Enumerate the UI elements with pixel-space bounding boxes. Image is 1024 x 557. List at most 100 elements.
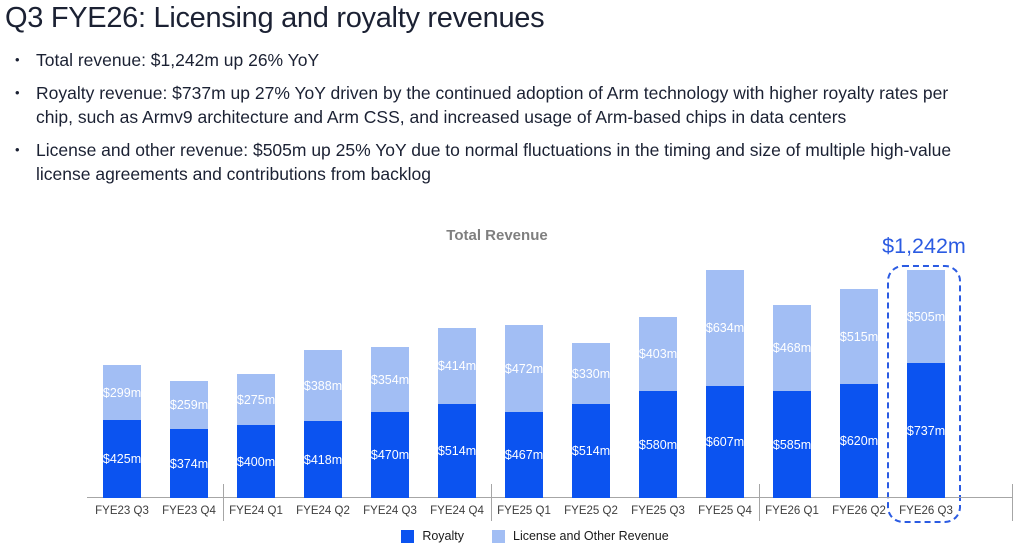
license-segment-value-label: $403m: [638, 347, 678, 361]
royalty-segment: $470m: [371, 412, 409, 498]
license-segment: $634m: [706, 270, 744, 386]
x-axis-label: FYE26 Q2: [832, 505, 886, 517]
legend: Royalty License and Other Revenue: [0, 529, 1024, 543]
legend-label-license: License and Other Revenue: [513, 529, 669, 543]
royalty-segment-value-label: $400m: [236, 454, 276, 469]
license-swatch-icon: [492, 529, 505, 543]
royalty-segment: $580m: [639, 391, 677, 498]
royalty-segment-value-label: $585m: [772, 437, 812, 452]
legend-label-royalty: Royalty: [422, 529, 464, 543]
royalty-segment-value-label: $620m: [839, 434, 879, 448]
bar-fye23-q4: $259m $374m: [170, 381, 208, 498]
royalty-segment: $620m: [840, 384, 878, 498]
license-segment-value-label: $275m: [236, 392, 276, 407]
bullet-icon: •: [15, 85, 20, 100]
license-segment: $403m: [639, 317, 677, 391]
axis-tick: [222, 484, 224, 521]
x-axis: [87, 496, 1013, 498]
bullet-text: Total revenue: $1,242m up 26% YoY: [36, 50, 320, 70]
x-axis-label: FYE24 Q2: [296, 505, 350, 517]
royalty-segment: $467m: [505, 412, 543, 498]
royalty-segment: $425m: [103, 420, 141, 498]
license-segment-value-label: $414m: [437, 359, 477, 373]
royalty-segment-value-label: $374m: [169, 456, 209, 471]
bullet-item-license-revenue: • License and other revenue: $505m up 25…: [10, 138, 1000, 186]
license-segment-value-label: $354m: [370, 372, 410, 387]
license-segment: $259m: [170, 381, 208, 429]
royalty-segment-value-label: $514m: [437, 444, 477, 458]
bullet-list: • Total revenue: $1,242m up 26% YoY • Ro…: [10, 48, 1000, 195]
royalty-swatch-icon: [401, 529, 415, 543]
x-axis-label: FYE24 Q4: [430, 505, 484, 517]
license-segment-value-label: $515m: [839, 329, 879, 344]
plot-area: $1,242m $299m $425m FYE23 Q3 $259m $374m FYE2…: [87, 234, 1014, 523]
bar-fye26-q1: $468m $585m: [773, 305, 811, 498]
bullet-icon: •: [15, 52, 20, 67]
bar-fye25-q1: $472m $467m: [505, 325, 543, 498]
x-axis-label: FYE25 Q3: [631, 505, 685, 517]
license-segment: $275m: [237, 374, 275, 425]
license-segment-value-label: $505m: [906, 309, 946, 324]
bar-fye24-q4: $414m $514m: [438, 328, 476, 498]
royalty-segment-value-label: $467m: [504, 448, 544, 462]
bar-fye24-q2: $388m $418m: [304, 350, 342, 498]
royalty-segment: $400m: [237, 425, 275, 498]
axis-tick: [758, 484, 760, 521]
x-axis-label: FYE25 Q2: [564, 505, 618, 517]
royalty-segment: $418m: [304, 421, 342, 498]
x-axis-label: FYE25 Q1: [497, 505, 551, 517]
x-axis-label: FYE24 Q1: [229, 505, 283, 517]
royalty-segment-value-label: $580m: [638, 437, 678, 452]
license-segment: $354m: [371, 347, 409, 412]
royalty-segment-value-label: $737m: [906, 423, 946, 438]
royalty-segment: $514m: [572, 404, 610, 498]
axis-tick: [490, 484, 492, 521]
license-segment-value-label: $468m: [772, 341, 812, 355]
bar-fye24-q3: $354m $470m: [371, 347, 409, 498]
bar-fye24-q1: $275m $400m: [237, 374, 275, 498]
highlight-box: [887, 265, 961, 523]
bullet-item-total-revenue: • Total revenue: $1,242m up 26% YoY: [10, 48, 1000, 72]
royalty-segment: $374m: [170, 429, 208, 498]
royalty-segment: $585m: [773, 391, 811, 498]
royalty-segment-value-label: $425m: [102, 452, 142, 466]
x-axis-label: FYE26 Q1: [765, 505, 819, 517]
bar-fye26-q2: $515m $620m: [840, 289, 878, 498]
bar-fye25-q3: $403m $580m: [639, 317, 677, 498]
x-axis-label: FYE23 Q3: [95, 505, 149, 517]
chart-title: Total Revenue: [446, 227, 548, 244]
bar-fye25-q2: $330m $514m: [572, 343, 610, 498]
x-axis-label: FYE25 Q4: [698, 505, 752, 517]
license-segment: $414m: [438, 328, 476, 404]
license-segment: $468m: [773, 305, 811, 391]
page-title: Q3 FYE26: Licensing and royalty revenues: [5, 2, 545, 34]
license-segment-value-label: $330m: [571, 366, 611, 381]
royalty-segment-value-label: $418m: [303, 452, 343, 467]
license-segment: $472m: [505, 325, 543, 412]
total-annotation: $1,242m: [882, 234, 966, 258]
royalty-segment: $514m: [438, 404, 476, 498]
bullet-item-royalty-revenue: • Royalty revenue: $737m up 27% YoY driv…: [10, 81, 1000, 129]
license-segment: $515m: [840, 289, 878, 384]
royalty-segment-value-label: $514m: [571, 444, 611, 458]
license-segment-value-label: $472m: [504, 361, 544, 376]
royalty-segment-value-label: $607m: [705, 435, 745, 449]
royalty-segment-value-label: $470m: [370, 448, 410, 462]
license-segment: $299m: [103, 365, 141, 420]
license-segment: $330m: [572, 343, 610, 404]
license-segment-value-label: $259m: [169, 398, 209, 412]
license-segment-value-label: $299m: [102, 385, 142, 400]
x-axis-label: FYE26 Q3: [899, 505, 953, 517]
legend-item-royalty: Royalty: [401, 529, 464, 543]
license-segment-value-label: $634m: [705, 321, 745, 335]
bullet-text: License and other revenue: $505m up 25% …: [36, 140, 952, 184]
license-segment: $505m: [907, 270, 945, 363]
x-axis-label: FYE23 Q4: [162, 505, 216, 517]
bar-fye25-q4: $634m $607m: [706, 270, 744, 498]
bullet-text: Royalty revenue: $737m up 27% YoY driven…: [36, 83, 949, 127]
bar-fye26-q3: $505m $737m: [907, 270, 945, 498]
x-axis-label: FYE24 Q3: [363, 505, 417, 517]
axis-tick: [1012, 484, 1014, 521]
royalty-segment: $737m: [907, 363, 945, 498]
